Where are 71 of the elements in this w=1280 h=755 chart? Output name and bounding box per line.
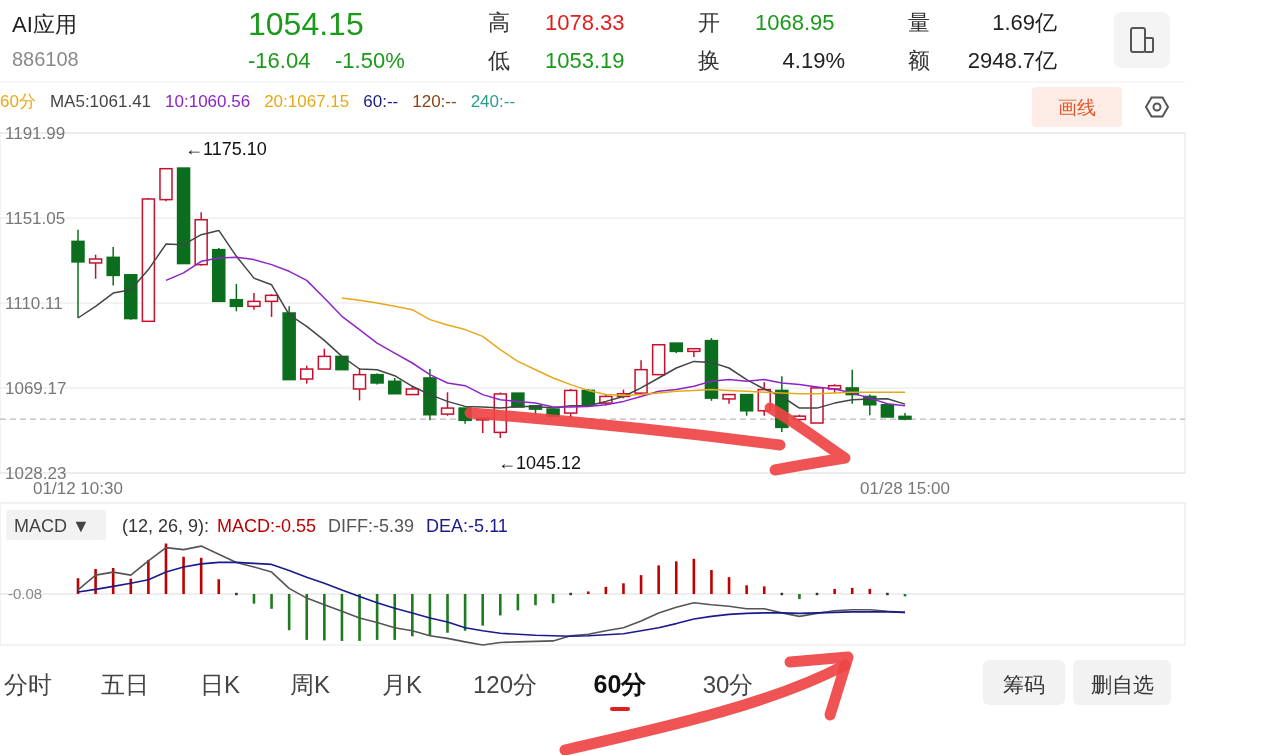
text: 120:-- <box>412 92 457 111</box>
text: 60分 <box>0 92 36 111</box>
text: 月K <box>381 671 423 698</box>
text: 周K <box>289 671 331 698</box>
text: -16.04 <box>248 48 311 73</box>
bar <box>586 591 590 594</box>
text: MA5:1061.41 <box>49 92 152 111</box>
text: 240:-- <box>470 92 516 111</box>
bar <box>182 556 185 594</box>
text: 量 <box>908 10 930 35</box>
text: 分时 <box>4 671 52 698</box>
text: 开 <box>698 10 720 35</box>
text: 60分 <box>593 670 648 698</box>
text: 1054.15 <box>248 6 364 42</box>
bar <box>358 594 361 641</box>
text: 60:-- <box>363 92 399 111</box>
text: 2948.7亿 <box>967 48 1057 73</box>
y-tick-label: 1069.17 <box>5 379 67 398</box>
text: 额 <box>908 48 930 73</box>
text: 120分 <box>472 671 538 698</box>
text: 1.69亿 <box>992 10 1057 35</box>
bar <box>622 583 625 594</box>
bar <box>270 594 273 609</box>
bar <box>147 559 150 594</box>
text: 30分 <box>702 671 754 698</box>
x-tick-label: 01/28 15:00 <box>860 479 950 498</box>
bar <box>499 594 502 616</box>
text: 五日 <box>101 671 149 698</box>
annotation: ←1045.12 <box>498 453 582 473</box>
text: 4.19% <box>782 48 845 73</box>
text: 低 <box>488 48 510 73</box>
text: DIFF:-5.39 <box>328 516 415 536</box>
text: 886108 <box>12 48 79 70</box>
text: 日K <box>199 671 241 698</box>
bar <box>710 570 713 594</box>
text: 1053.19 <box>545 48 625 73</box>
text: 20:1067.15 <box>264 92 350 111</box>
chart-subtitle: (12, 26, 9): <box>122 516 210 536</box>
bar <box>446 594 449 633</box>
bar <box>798 594 801 600</box>
y-tick-label: 1151.05 <box>5 209 66 228</box>
text: 筹码 <box>1003 673 1045 696</box>
y-tick-label: 1191.99 <box>5 124 66 143</box>
bar <box>762 586 766 594</box>
bar <box>393 594 397 640</box>
text: -0.08 <box>8 585 43 602</box>
chart-title: MACD ▼ <box>14 516 90 536</box>
text: 高 <box>488 10 510 35</box>
text: 1078.33 <box>545 10 625 35</box>
bar <box>323 594 326 641</box>
bar <box>850 587 854 594</box>
text: -1.50% <box>335 48 405 73</box>
text: 换 <box>698 48 720 73</box>
bar <box>217 579 221 594</box>
bar <box>833 588 836 594</box>
bar <box>481 594 484 626</box>
text: 1068.95 <box>755 10 835 35</box>
bar <box>534 594 537 606</box>
text: DEA:-5.11 <box>426 516 508 536</box>
bar <box>674 561 678 594</box>
text: 画线 <box>1058 97 1096 118</box>
series-label: MACD:-0.55 <box>217 516 317 536</box>
text: 删自选 <box>1090 673 1154 696</box>
y-tick-label: 1110.11 <box>5 294 63 313</box>
text: AI应用 <box>12 12 77 37</box>
annotation: ←1175.10 <box>185 139 267 159</box>
text: 10:1060.56 <box>165 92 251 111</box>
bar <box>305 594 309 640</box>
bar <box>411 594 414 637</box>
bar <box>657 565 660 594</box>
bar <box>745 585 748 594</box>
